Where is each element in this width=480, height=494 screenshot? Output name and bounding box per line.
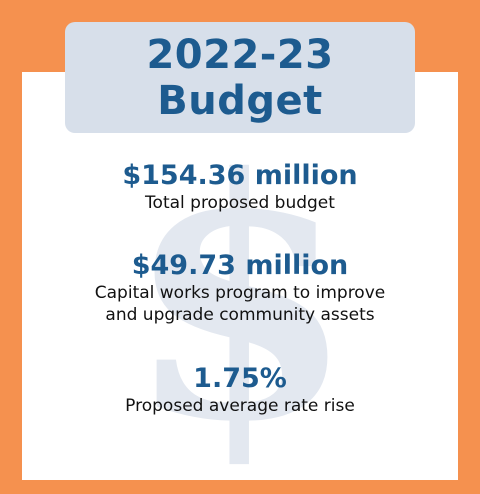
- title-banner: 2022-23 Budget: [65, 22, 415, 133]
- stat-value: 1.75%: [193, 363, 287, 394]
- stat-value: $49.73 million: [131, 250, 349, 281]
- title-word: Budget: [157, 77, 323, 124]
- stat-description: Proposed average rate rise: [125, 396, 355, 416]
- stat-total-budget: $154.36 million Total proposed budget: [22, 160, 458, 214]
- stat-rate-rise: 1.75% Proposed average rate rise: [22, 363, 458, 417]
- stat-description-line-2: and upgrade community assets: [105, 305, 375, 325]
- stat-description-line-1: Capital works program to improve: [94, 283, 386, 303]
- stat-value: $154.36 million: [122, 160, 358, 191]
- info-card: [22, 72, 458, 480]
- stat-capital-works: $49.73 million Capital works program to …: [22, 250, 458, 326]
- title-year: 2022-23: [146, 31, 334, 78]
- stat-description: Total proposed budget: [145, 193, 335, 213]
- dollar-watermark-icon: $: [125, 106, 355, 494]
